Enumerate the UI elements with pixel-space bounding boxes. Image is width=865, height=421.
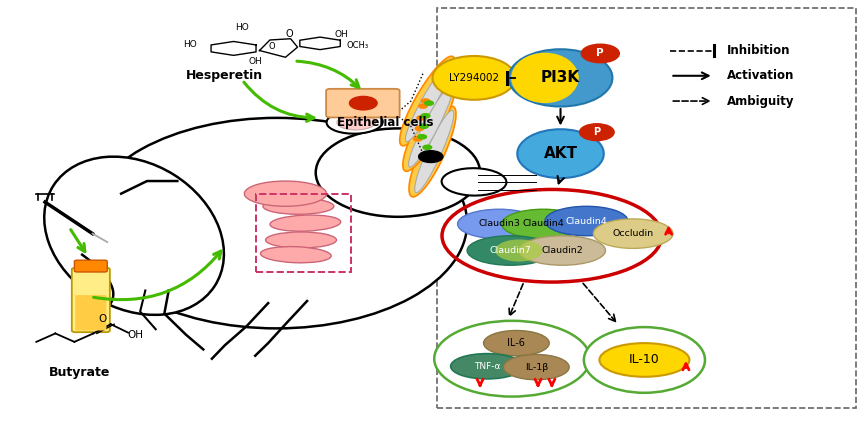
FancyBboxPatch shape — [75, 295, 106, 330]
Text: HO: HO — [183, 40, 197, 49]
Text: PI3K: PI3K — [541, 70, 580, 85]
Ellipse shape — [406, 60, 452, 142]
Ellipse shape — [509, 49, 612, 107]
Ellipse shape — [467, 236, 554, 265]
Circle shape — [417, 116, 426, 120]
Ellipse shape — [484, 330, 549, 356]
Ellipse shape — [44, 157, 224, 315]
Ellipse shape — [244, 181, 327, 206]
Ellipse shape — [434, 321, 590, 397]
Ellipse shape — [458, 209, 541, 239]
Circle shape — [418, 135, 426, 139]
Text: IL-1β: IL-1β — [525, 362, 548, 372]
Circle shape — [419, 104, 427, 108]
Text: AKT: AKT — [543, 146, 578, 161]
Ellipse shape — [409, 106, 456, 197]
Text: Claudin4: Claudin4 — [566, 216, 607, 226]
Text: OH: OH — [335, 30, 349, 40]
Ellipse shape — [270, 215, 341, 231]
FancyBboxPatch shape — [437, 8, 856, 408]
Ellipse shape — [266, 232, 336, 248]
Ellipse shape — [337, 114, 375, 130]
Text: Butyrate: Butyrate — [49, 366, 110, 379]
Text: IL-10: IL-10 — [629, 354, 660, 366]
Text: Claudin4: Claudin4 — [522, 219, 564, 229]
Text: P: P — [597, 48, 604, 59]
FancyBboxPatch shape — [326, 89, 400, 117]
Text: Ambiguity: Ambiguity — [727, 95, 794, 107]
Circle shape — [421, 99, 430, 103]
Ellipse shape — [593, 219, 673, 248]
Text: Hesperetin: Hesperetin — [186, 69, 264, 82]
Ellipse shape — [86, 118, 467, 328]
Circle shape — [420, 124, 428, 128]
Ellipse shape — [414, 110, 454, 193]
Ellipse shape — [400, 56, 455, 146]
Circle shape — [581, 44, 619, 63]
FancyBboxPatch shape — [74, 260, 107, 272]
Text: HO: HO — [235, 23, 249, 32]
Text: Claudin3: Claudin3 — [478, 219, 520, 229]
Ellipse shape — [584, 327, 705, 393]
Text: OH: OH — [127, 330, 143, 340]
Text: IL-6: IL-6 — [508, 338, 525, 348]
Circle shape — [425, 101, 433, 105]
Ellipse shape — [511, 53, 579, 103]
Circle shape — [423, 145, 432, 149]
Ellipse shape — [451, 354, 523, 379]
Text: Inhibition: Inhibition — [727, 44, 790, 57]
Text: O: O — [285, 29, 292, 39]
Ellipse shape — [432, 56, 516, 100]
Circle shape — [415, 126, 424, 131]
Text: OCH₃: OCH₃ — [346, 41, 368, 50]
Text: Occludin: Occludin — [612, 229, 654, 238]
Ellipse shape — [495, 240, 543, 261]
Ellipse shape — [408, 85, 453, 167]
Text: Claudin7: Claudin7 — [490, 246, 531, 255]
Ellipse shape — [517, 129, 604, 178]
Circle shape — [580, 124, 614, 141]
Ellipse shape — [442, 168, 506, 196]
Ellipse shape — [502, 209, 585, 239]
Ellipse shape — [545, 206, 628, 236]
Ellipse shape — [519, 236, 606, 265]
Text: Activation: Activation — [727, 69, 794, 82]
Ellipse shape — [327, 110, 382, 134]
Ellipse shape — [599, 343, 689, 377]
Text: Epithelial cells: Epithelial cells — [336, 116, 433, 128]
Circle shape — [419, 151, 443, 163]
Text: P: P — [593, 127, 600, 137]
Text: OH: OH — [248, 56, 262, 66]
Ellipse shape — [316, 128, 480, 217]
Text: TNF-α: TNF-α — [474, 362, 500, 371]
Ellipse shape — [260, 247, 331, 263]
Text: O: O — [268, 42, 275, 51]
Text: Claudin2: Claudin2 — [541, 246, 583, 255]
Text: LY294002: LY294002 — [449, 73, 499, 83]
Text: O: O — [98, 314, 106, 324]
Ellipse shape — [263, 198, 334, 214]
Ellipse shape — [503, 354, 569, 380]
Circle shape — [413, 137, 422, 141]
FancyBboxPatch shape — [72, 268, 110, 332]
Circle shape — [421, 114, 430, 118]
Circle shape — [349, 96, 377, 110]
Ellipse shape — [403, 81, 455, 171]
